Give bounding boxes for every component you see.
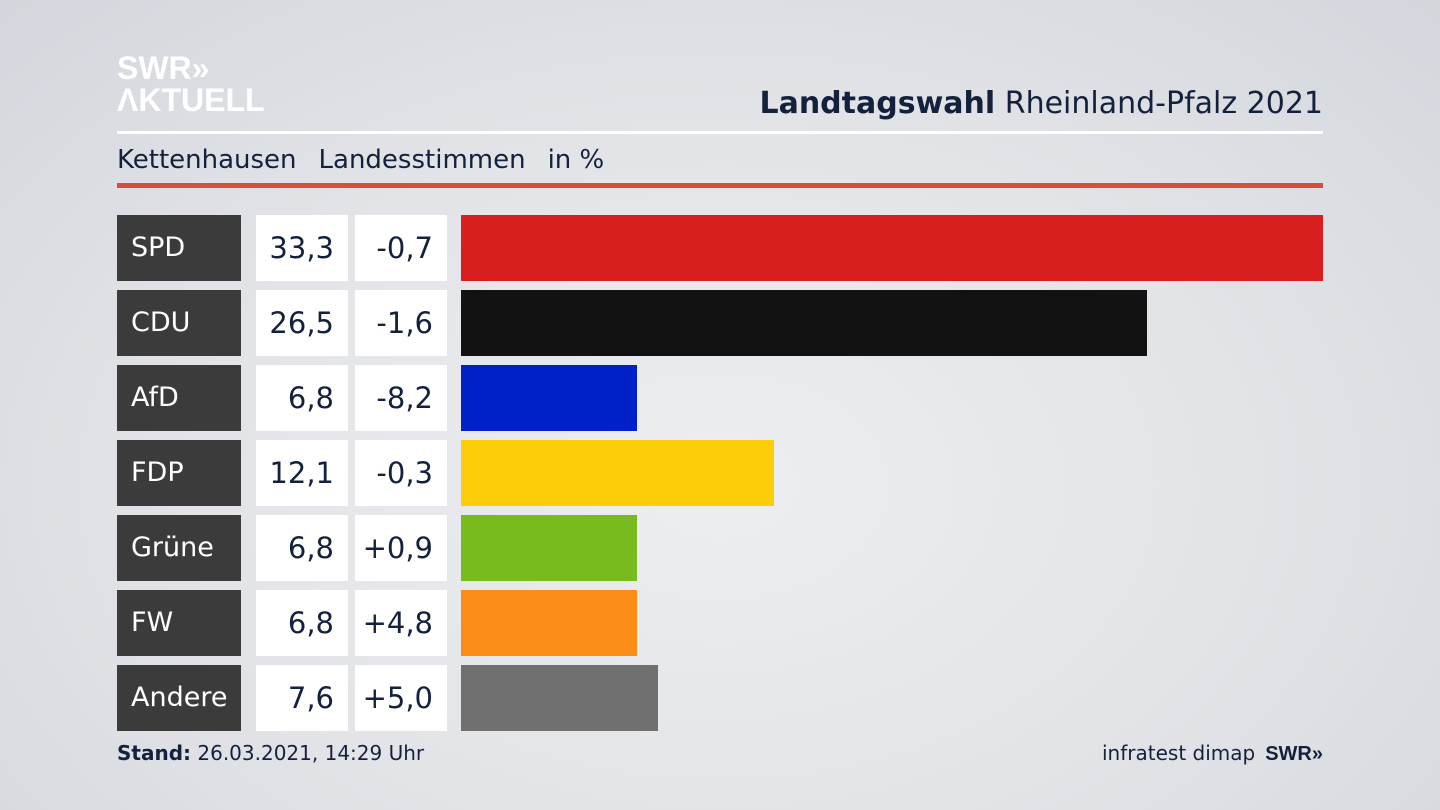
value-label: 33,3 (256, 215, 348, 281)
value-label: 6,8 (256, 590, 348, 656)
bar-row: FW 6,8 +4,8 (117, 590, 1323, 656)
party-label: Andere (117, 665, 241, 731)
diff-label: +4,8 (355, 590, 447, 656)
bar-row: CDU 26,5 -1,6 (117, 290, 1323, 356)
bar-row: SPD 33,3 -0,7 (117, 215, 1323, 281)
party-label: FW (117, 590, 241, 656)
divider (117, 131, 1323, 134)
logo-line1: SWR» (117, 50, 210, 86)
party-label: Grüne (117, 515, 241, 581)
bar-row: FDP 12,1 -0,3 (117, 440, 1323, 506)
bar-row: Grüne 6,8 +0,9 (117, 515, 1323, 581)
unit: in % (547, 145, 605, 175)
diff-label: -1,6 (355, 290, 447, 356)
bar (461, 665, 658, 731)
diff-label: -0,3 (355, 440, 447, 506)
swr-logo: SWR» (1265, 743, 1323, 765)
bar (461, 515, 638, 581)
value-label: 26,5 (256, 290, 348, 356)
title-bold: Landtagswahl (759, 86, 996, 121)
page-title: Landtagswahl Rheinland-Pfalz 2021 (759, 86, 1323, 121)
party-label: AfD (117, 365, 241, 431)
subtitle: Kettenhausen Landesstimmen in % (117, 145, 626, 175)
bar (461, 290, 1147, 356)
source: infratest dimap SWR» (1102, 741, 1323, 766)
value-label: 6,8 (256, 365, 348, 431)
logo-line2: ΛKTUELL (117, 82, 265, 118)
bar (461, 365, 638, 431)
swr-aktuell-logo: SWR» ΛKTUELL (117, 52, 265, 116)
bar (461, 590, 638, 656)
bar (461, 215, 1323, 281)
diff-label: +0,9 (355, 515, 447, 581)
bar-row: AfD 6,8 -8,2 (117, 365, 1323, 431)
party-label: FDP (117, 440, 241, 506)
value-label: 12,1 (256, 440, 348, 506)
party-label: CDU (117, 290, 241, 356)
party-label: SPD (117, 215, 241, 281)
timestamp: Stand: 26.03.2021, 14:29 Uhr (117, 741, 424, 765)
diff-label: -0,7 (355, 215, 447, 281)
diff-label: +5,0 (355, 665, 447, 731)
vote-type: Landesstimmen (318, 145, 526, 175)
stand-label: Stand: (117, 741, 192, 765)
source-label: infratest dimap (1102, 741, 1256, 765)
place: Kettenhausen (117, 145, 297, 175)
bar-row: Andere 7,6 +5,0 (117, 665, 1323, 731)
title-rest: Rheinland-Pfalz 2021 (995, 86, 1323, 121)
bar (461, 440, 775, 506)
diff-label: -8,2 (355, 365, 447, 431)
value-label: 6,8 (256, 515, 348, 581)
accent-divider (117, 183, 1323, 188)
value-label: 7,6 (256, 665, 348, 731)
stand-value: 26.03.2021, 14:29 Uhr (191, 741, 425, 765)
